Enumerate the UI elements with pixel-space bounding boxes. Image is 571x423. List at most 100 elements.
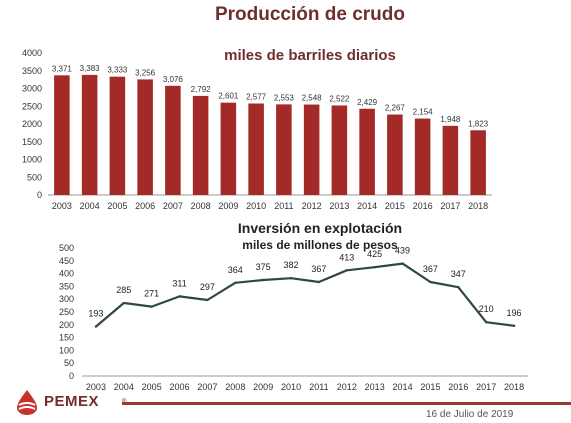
bar-value-label-2008: 2,792: [191, 85, 212, 94]
bar-2005: [109, 76, 126, 195]
line-x-tick-label-2018: 2018: [504, 382, 524, 392]
line-x-tick-label-2004: 2004: [114, 382, 134, 392]
bar-2009: [220, 102, 237, 195]
bar-x-tick-label-2007: 2007: [163, 201, 183, 211]
bar-x-tick-label-2018: 2018: [468, 201, 488, 211]
logo-text: PEMEX: [44, 393, 100, 410]
line-point-2016: [457, 285, 460, 289]
bar-x-tick-label-2010: 2010: [246, 201, 266, 211]
pemex-logo: PEMEX ®: [14, 389, 126, 417]
line-point-2009: [261, 278, 265, 282]
line-value-label-2009: 375: [256, 262, 271, 272]
bar-x-tick-label-2013: 2013: [329, 201, 349, 211]
bar-value-label-2015: 2,267: [385, 104, 406, 113]
bar-chart-title: Producción de crudo: [214, 4, 406, 25]
line-x-tick-label-2013: 2013: [365, 382, 385, 392]
line-value-label-2015: 367: [423, 264, 438, 274]
bar-value-label-2012: 2,548: [302, 94, 323, 103]
line-value-label-2005: 271: [144, 289, 159, 299]
bar-value-label-2003: 3,371: [52, 64, 73, 73]
bar-y-tick-label-2: 1000: [22, 155, 42, 165]
line-point-2004: [122, 301, 126, 305]
line-y-tick-label-7: 350: [59, 281, 74, 291]
line-y-tick-label-5: 250: [59, 307, 74, 317]
line-value-label-2013: 425: [367, 249, 382, 259]
line-y-tick-label-2: 100: [59, 345, 74, 355]
line-x-tick-label-2017: 2017: [476, 382, 496, 392]
line-x-tick-label-2008: 2008: [225, 382, 245, 392]
bar-value-label-2010: 2,577: [246, 93, 267, 102]
bar-x-tick-label-2003: 2003: [52, 201, 72, 211]
line-value-label-2003: 193: [88, 309, 103, 319]
bar-y-tick-label-5: 2500: [22, 101, 42, 111]
bar-value-label-2007: 3,076: [163, 75, 184, 84]
bar-y-tick-label-8: 4000: [22, 48, 42, 58]
line-value-label-2018: 196: [507, 308, 522, 318]
line-x-tick-label-2012: 2012: [337, 382, 357, 392]
bar-y-tick-label-0: 0: [37, 190, 42, 200]
bar-2007: [165, 85, 181, 195]
bar-chart-subtitle: miles de barriles diarios: [224, 47, 396, 64]
line-point-2003: [94, 325, 98, 328]
bar-2013: [331, 105, 348, 195]
line-point-2006: [178, 295, 181, 298]
line-point-2013: [373, 266, 376, 269]
bar-value-label-2014: 2,429: [357, 98, 378, 107]
bar-x-tick-label-2011: 2011: [274, 201, 293, 211]
line-point-2007: [206, 298, 209, 302]
line-value-label-2006: 311: [172, 278, 186, 288]
line-value-label-2008: 364: [228, 265, 243, 275]
bar-2008: [192, 95, 209, 195]
footer-date: 16 de Julio de 2019: [426, 409, 514, 420]
bar-value-label-2016: 2,154: [413, 108, 434, 117]
bar-2004: [81, 74, 98, 195]
bar-x-tick-label-2016: 2016: [413, 201, 433, 211]
bar-2014: [359, 108, 375, 195]
bar-2006: [137, 79, 153, 195]
line-x-tick-label-2014: 2014: [393, 382, 413, 392]
line-point-2014: [401, 262, 404, 265]
bar-x-tick-label-2014: 2014: [357, 201, 377, 211]
bar-x-tick-label-2015: 2015: [385, 201, 405, 211]
bar-y-tick-label-3: 1500: [22, 137, 42, 147]
bar-2011: [276, 104, 292, 195]
line-series: [95, 262, 515, 328]
bar-x-tick-label-2005: 2005: [107, 201, 127, 211]
bar-value-label-2009: 2,601: [218, 92, 239, 101]
line-point-2005: [150, 305, 153, 308]
bar-value-label-2018: 1,823: [468, 119, 489, 128]
bar-x-tick-label-2006: 2006: [135, 201, 155, 211]
line-value-label-2004: 285: [116, 285, 131, 295]
bar-y-tick-label-1: 500: [27, 172, 42, 182]
bar-2010: [248, 103, 264, 195]
bar-x-tick-label-2008: 2008: [191, 201, 211, 211]
line-x-tick-label-2003: 2003: [86, 382, 106, 392]
line-y-tick-label-0: 0: [69, 371, 74, 381]
line-point-2011: [317, 280, 321, 284]
line-value-label-2012: 413: [339, 252, 354, 262]
line-y-tick-label-10: 500: [59, 243, 74, 253]
bar-2015: [387, 114, 403, 195]
line-y-tick-label-9: 450: [59, 256, 74, 266]
bar-value-label-2005: 3,333: [107, 66, 128, 75]
bar-x-tick-label-2012: 2012: [302, 201, 322, 211]
line-x-tick-label-2006: 2006: [170, 382, 190, 392]
line-value-label-2014: 439: [395, 246, 410, 256]
line-x-tick-label-2005: 2005: [142, 382, 162, 392]
line-x-tick-label-2015: 2015: [420, 382, 440, 392]
bar-x-tick-label-2009: 2009: [218, 201, 238, 211]
line-point-2008: [234, 281, 237, 285]
line-point-2010: [289, 277, 293, 280]
bar-x-tick-label-2004: 2004: [80, 201, 100, 211]
line-y-tick-label-6: 300: [59, 294, 74, 304]
line-chart-subtitle: miles de millones de pesos: [242, 238, 398, 252]
line-x-tick-label-2009: 2009: [253, 382, 273, 392]
line-y-tick-label-8: 400: [59, 269, 74, 279]
bar-2017: [442, 125, 459, 195]
bar-value-label-2013: 2,522: [329, 94, 350, 103]
bar-y-tick-label-6: 3000: [22, 84, 42, 94]
bar-x-tick-label-2017: 2017: [440, 201, 460, 211]
line-value-label-2017: 210: [479, 304, 494, 314]
